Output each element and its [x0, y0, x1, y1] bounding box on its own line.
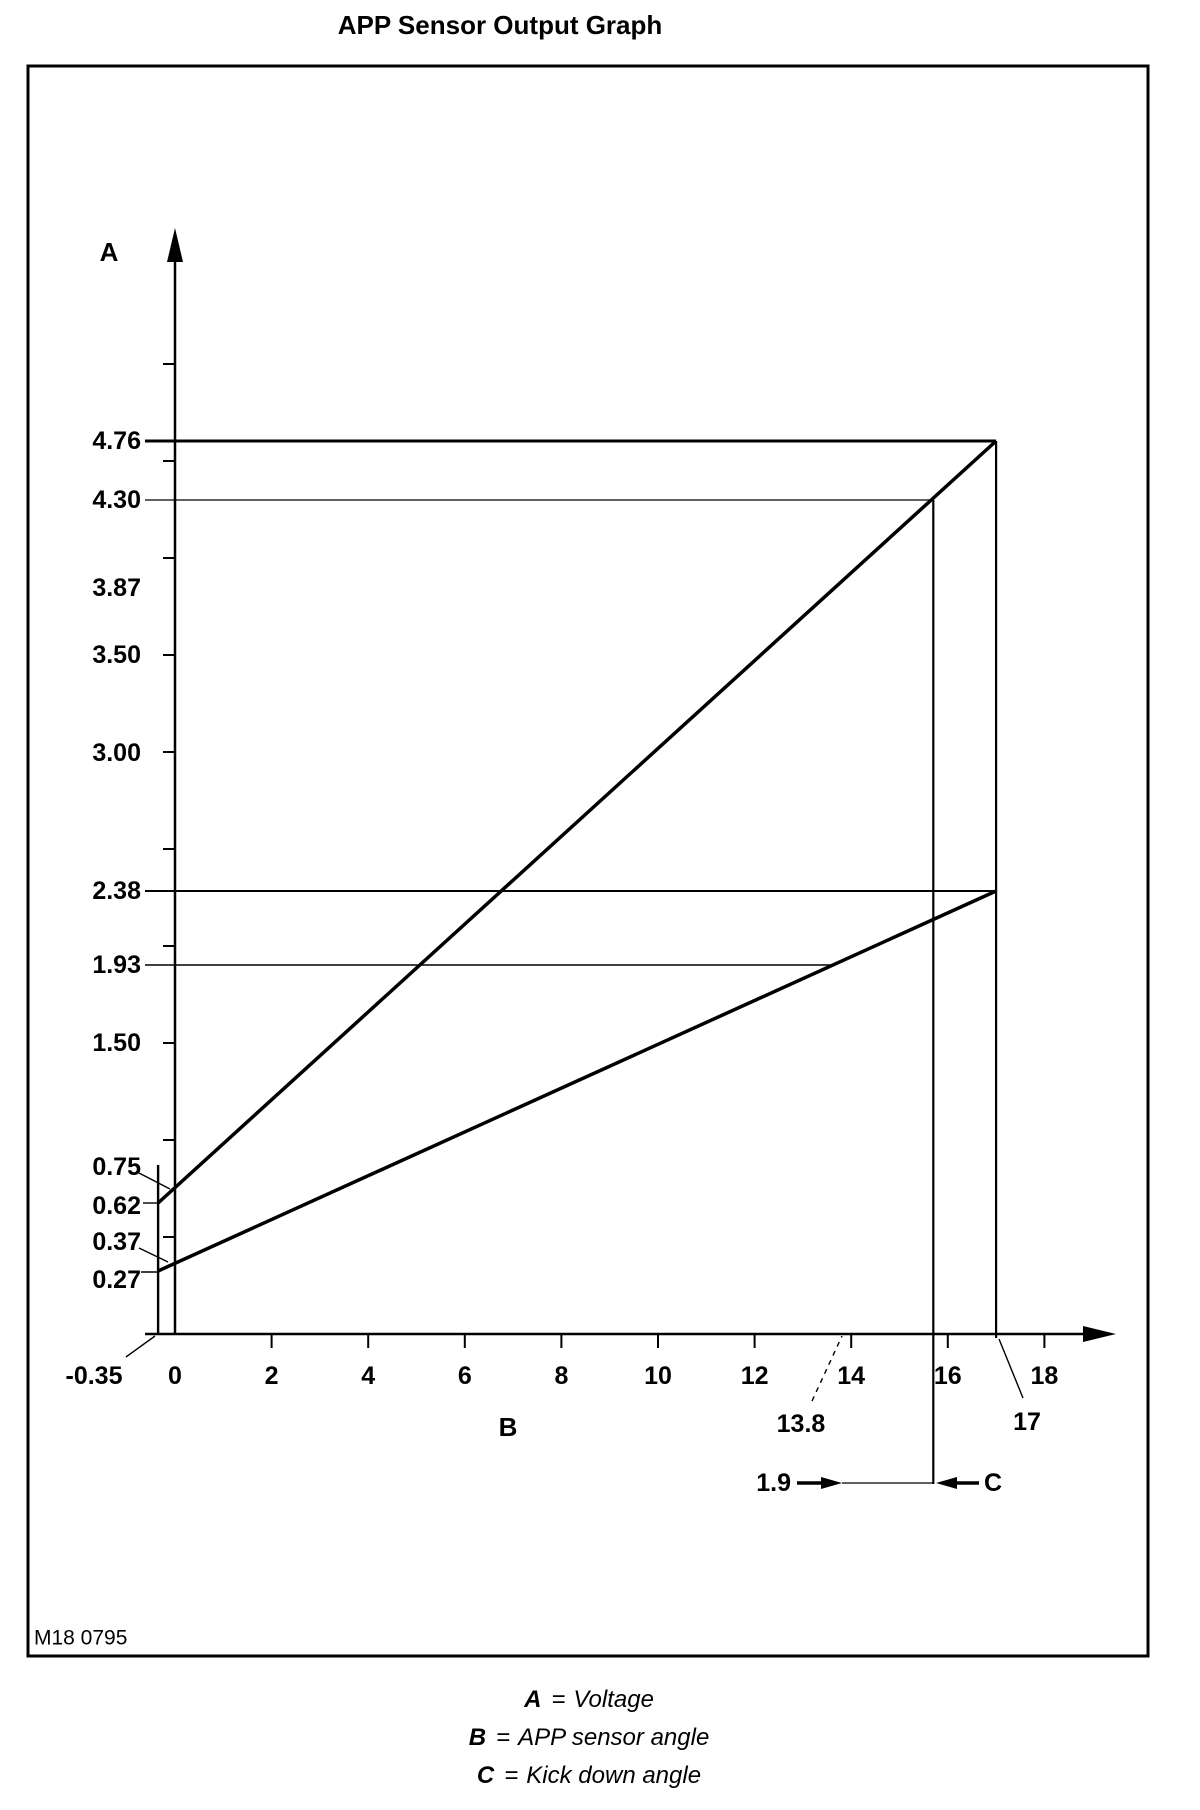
legend-definition-c: Kick down angle	[526, 1762, 701, 1789]
plot-content: 0 2 4 6 8 10 12 14 16 18 4.76 4.30 3.87 3.50 3.00 2.38 1…	[66, 363, 1058, 1497]
x-tick-label: 6	[458, 1362, 472, 1390]
chart-title: APP Sensor Output Graph	[338, 10, 663, 40]
leader-neg-0-35	[125, 1335, 156, 1358]
legend: A = Voltage B = APP sensor angle C = Kick down…	[469, 1686, 710, 1789]
legend-row-a: A = Voltage	[523, 1686, 654, 1713]
legend-symbol-a: A	[523, 1686, 541, 1713]
leader-0-75	[138, 1172, 171, 1190]
y-value-label: 3.50	[92, 641, 141, 669]
x-tick-label: 4	[361, 1362, 375, 1390]
leader-0-37	[138, 1247, 169, 1263]
y-value-label: 1.50	[92, 1029, 141, 1057]
y-value-label: 4.76	[92, 427, 141, 455]
leader-13-8	[811, 1335, 843, 1402]
x-tick-label: 2	[265, 1362, 279, 1390]
equals-sign: =	[504, 1762, 518, 1789]
equals-sign: =	[496, 1724, 510, 1751]
x-tick-label: 16	[934, 1362, 962, 1390]
x-tick-label: 18	[1030, 1362, 1058, 1390]
y-value-label: 0.62	[92, 1192, 141, 1220]
kickdown-right-arrow-icon	[821, 1477, 842, 1489]
y-axis-title: A	[100, 237, 119, 267]
series-upper-line	[156, 439, 998, 1205]
legend-row-c: C = Kick down angle	[477, 1762, 701, 1789]
x-callout-neg-0-35: -0.35	[66, 1362, 123, 1390]
figure-border	[26, 64, 1150, 1658]
legend-row-b: B = APP sensor angle	[469, 1724, 710, 1751]
x-tick-label: 10	[644, 1362, 672, 1390]
y-value-label: 4.30	[92, 486, 141, 514]
legend-definition-b: APP sensor angle	[516, 1724, 709, 1751]
x-tick-label: 0	[168, 1362, 182, 1390]
kickdown-span-label: 1.9	[756, 1469, 791, 1497]
kickdown-name-label: C	[984, 1469, 1002, 1497]
x-callout-17: 17	[1013, 1408, 1041, 1436]
y-value-label: 0.37	[92, 1228, 141, 1256]
leader-17	[998, 1338, 1024, 1399]
x-tick-label: 14	[837, 1362, 865, 1390]
y-value-label: 0.75	[92, 1153, 141, 1181]
y-value-label: 2.38	[92, 877, 141, 905]
legend-symbol-b: B	[469, 1724, 486, 1751]
x-tick-label: 8	[554, 1362, 568, 1390]
series-lower-line	[157, 889, 997, 1273]
x-axis-arrow-icon	[1083, 1326, 1116, 1342]
y-value-label: 1.93	[92, 951, 141, 979]
x-axis-title: B	[499, 1412, 518, 1442]
y-value-label: 0.27	[92, 1266, 141, 1294]
kickdown-left-arrow-icon	[936, 1477, 957, 1489]
x-tick-label: 12	[741, 1362, 769, 1390]
equals-sign: =	[551, 1686, 565, 1713]
legend-definition-a: Voltage	[573, 1686, 654, 1713]
figure-code: M18 0795	[34, 1627, 127, 1650]
y-axis-arrow-icon	[167, 228, 183, 262]
legend-symbol-c: C	[477, 1762, 495, 1789]
x-callout-13-8: 13.8	[777, 1410, 826, 1438]
y-value-label: 3.87	[92, 574, 141, 602]
y-value-label: 3.00	[92, 739, 141, 767]
